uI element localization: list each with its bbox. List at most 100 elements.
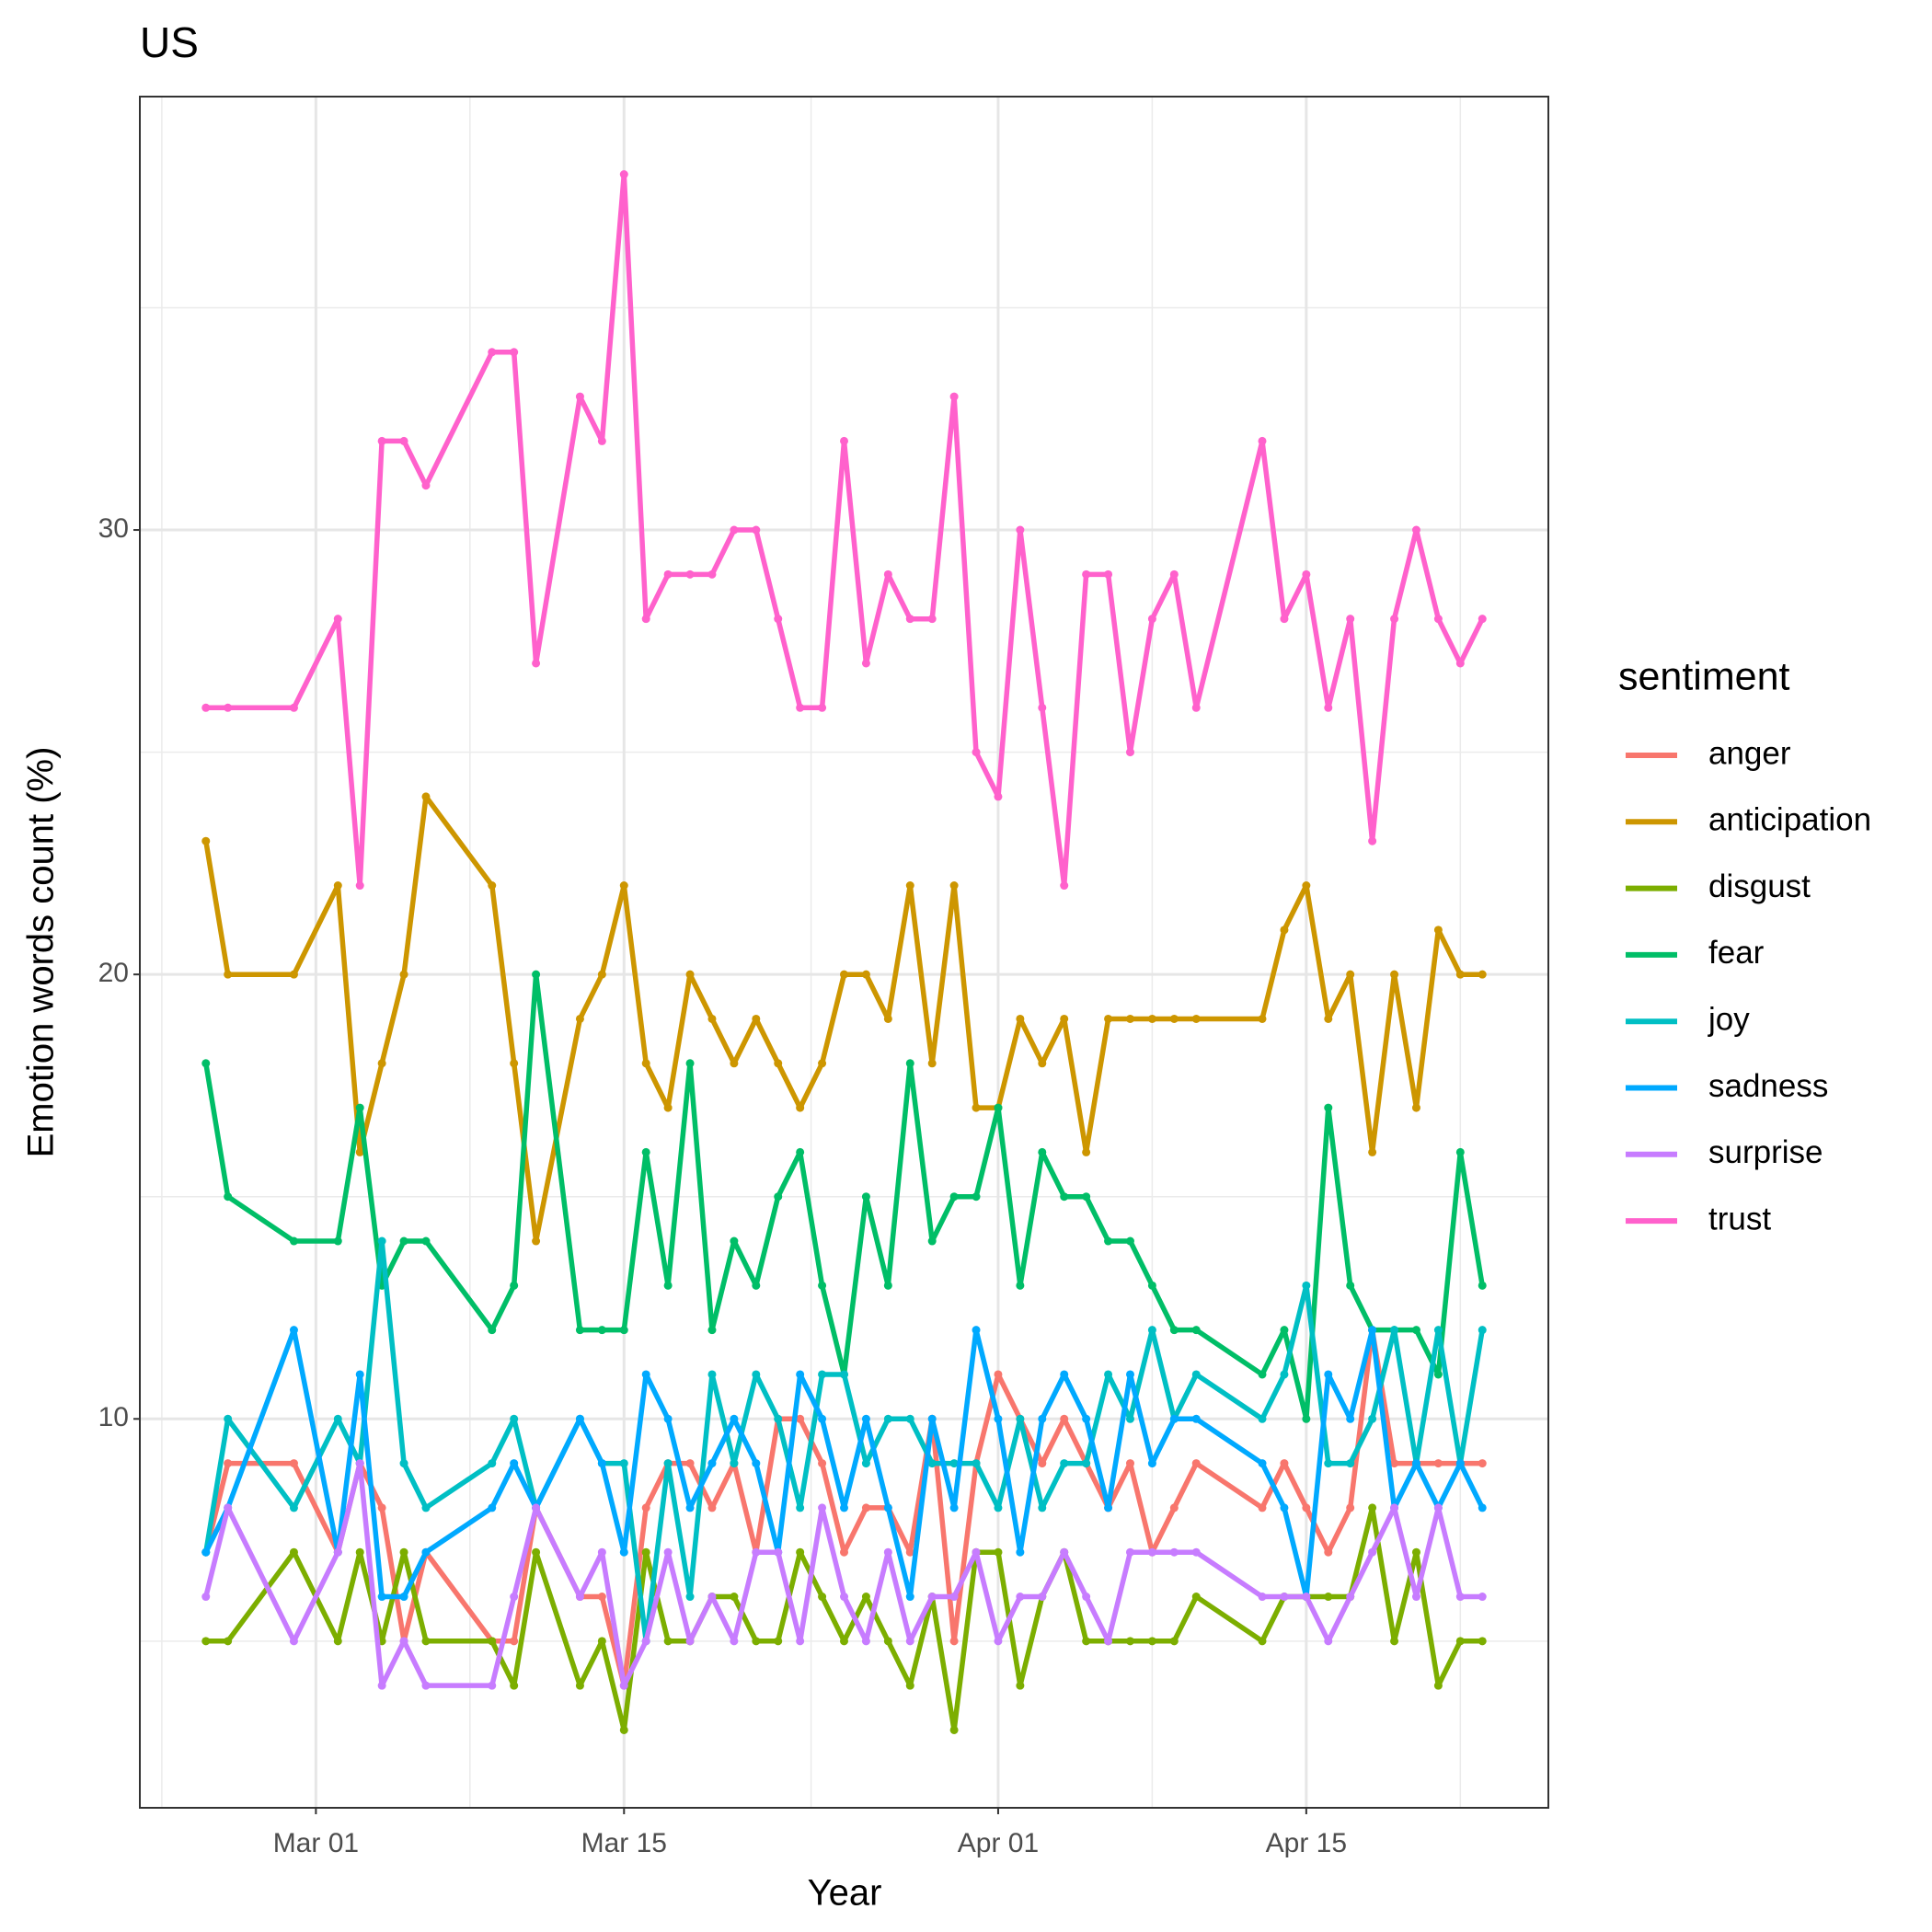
legend-title: sentiment <box>1618 654 1789 698</box>
series-point <box>355 1147 364 1156</box>
series-point <box>1038 1414 1047 1423</box>
series-point <box>1125 1459 1134 1468</box>
series-point <box>861 659 870 668</box>
series-point <box>1060 1414 1069 1423</box>
series-point <box>949 1192 959 1202</box>
series-point <box>201 1637 211 1646</box>
series-point <box>333 881 342 891</box>
series-point <box>840 970 848 979</box>
series-point <box>224 703 233 712</box>
series-point <box>421 792 431 801</box>
series-point <box>796 703 805 712</box>
series-point <box>1082 1459 1091 1468</box>
series-point <box>883 1014 892 1023</box>
series-point <box>355 1370 364 1379</box>
series-point <box>1478 1326 1487 1335</box>
series-point <box>994 1103 1003 1112</box>
series-point <box>707 1459 717 1468</box>
series-point <box>972 1192 981 1202</box>
series-point <box>1082 1192 1091 1202</box>
series-point <box>1016 1014 1025 1023</box>
series-point <box>641 1059 650 1068</box>
series-point <box>730 1637 739 1646</box>
series-point <box>1411 1547 1420 1557</box>
series-point <box>399 970 408 979</box>
series-point <box>1060 1459 1069 1468</box>
series-point <box>1433 1681 1443 1690</box>
series-point <box>597 436 606 445</box>
series-point <box>1280 615 1289 624</box>
series-point <box>994 1414 1003 1423</box>
series-point <box>707 1370 717 1379</box>
series-point <box>377 1059 386 1068</box>
series-point <box>994 792 1003 801</box>
series-point <box>575 1326 584 1335</box>
series-point <box>377 1681 386 1690</box>
series-point <box>1125 1014 1134 1023</box>
series-point <box>1302 1281 1311 1290</box>
series-point <box>1324 703 1333 712</box>
series-point <box>730 1236 739 1246</box>
series-point <box>707 1503 717 1512</box>
series-point <box>905 881 914 891</box>
series-point <box>1038 1059 1047 1068</box>
series-point <box>1016 1593 1025 1602</box>
series-point <box>1390 1459 1399 1468</box>
series-point <box>421 1503 431 1512</box>
series-point <box>619 881 628 891</box>
series-point <box>1478 1637 1487 1646</box>
series-point <box>840 1547 848 1557</box>
series-point <box>201 836 211 845</box>
series-point <box>1280 1326 1289 1335</box>
series-point <box>1125 1370 1134 1379</box>
series-point <box>1411 1326 1420 1335</box>
series-point <box>1324 1370 1333 1379</box>
series-point <box>1191 1370 1201 1379</box>
series-point <box>488 1637 497 1646</box>
series-point <box>1038 1593 1047 1602</box>
series-point <box>927 1236 937 1246</box>
series-point <box>1147 1637 1156 1646</box>
series-point <box>927 1459 937 1468</box>
series-point <box>1411 525 1420 535</box>
x-tick-label: Mar 01 <box>273 1828 359 1858</box>
series-point <box>510 1459 519 1468</box>
series-point <box>224 1637 233 1646</box>
series-point <box>774 1192 783 1202</box>
series-point <box>1346 1281 1355 1290</box>
x-tick-label: Mar 15 <box>581 1828 667 1858</box>
series-point <box>861 1414 870 1423</box>
series-point <box>949 881 959 891</box>
series-point <box>1280 1370 1289 1379</box>
series-point <box>774 615 783 624</box>
series-point <box>730 525 739 535</box>
series-point <box>377 1593 386 1602</box>
series-point <box>972 1459 981 1468</box>
series-point <box>1302 881 1311 891</box>
series-point <box>1455 1637 1465 1646</box>
series-point <box>488 1681 497 1690</box>
series-point <box>752 1637 761 1646</box>
series-point <box>1016 1281 1025 1290</box>
series-point <box>619 1326 628 1335</box>
series-point <box>201 703 211 712</box>
series-point <box>1302 569 1311 579</box>
series-point <box>905 1593 914 1602</box>
series-point <box>949 392 959 401</box>
series-point <box>1125 1547 1134 1557</box>
series-point <box>532 1503 541 1512</box>
series-point <box>1060 1547 1069 1557</box>
series-point <box>1411 1459 1420 1468</box>
series-point <box>663 1547 673 1557</box>
series-point <box>1346 1459 1355 1468</box>
series-point <box>685 1503 695 1512</box>
series-point <box>1191 1547 1201 1557</box>
series-point <box>840 1593 848 1602</box>
series-point <box>796 1547 805 1557</box>
series-point <box>619 170 628 179</box>
series-point <box>905 1059 914 1068</box>
series-point <box>1191 1414 1201 1423</box>
chart-title: US <box>140 18 199 66</box>
series-point <box>1368 1503 1377 1512</box>
series-point <box>774 1059 783 1068</box>
